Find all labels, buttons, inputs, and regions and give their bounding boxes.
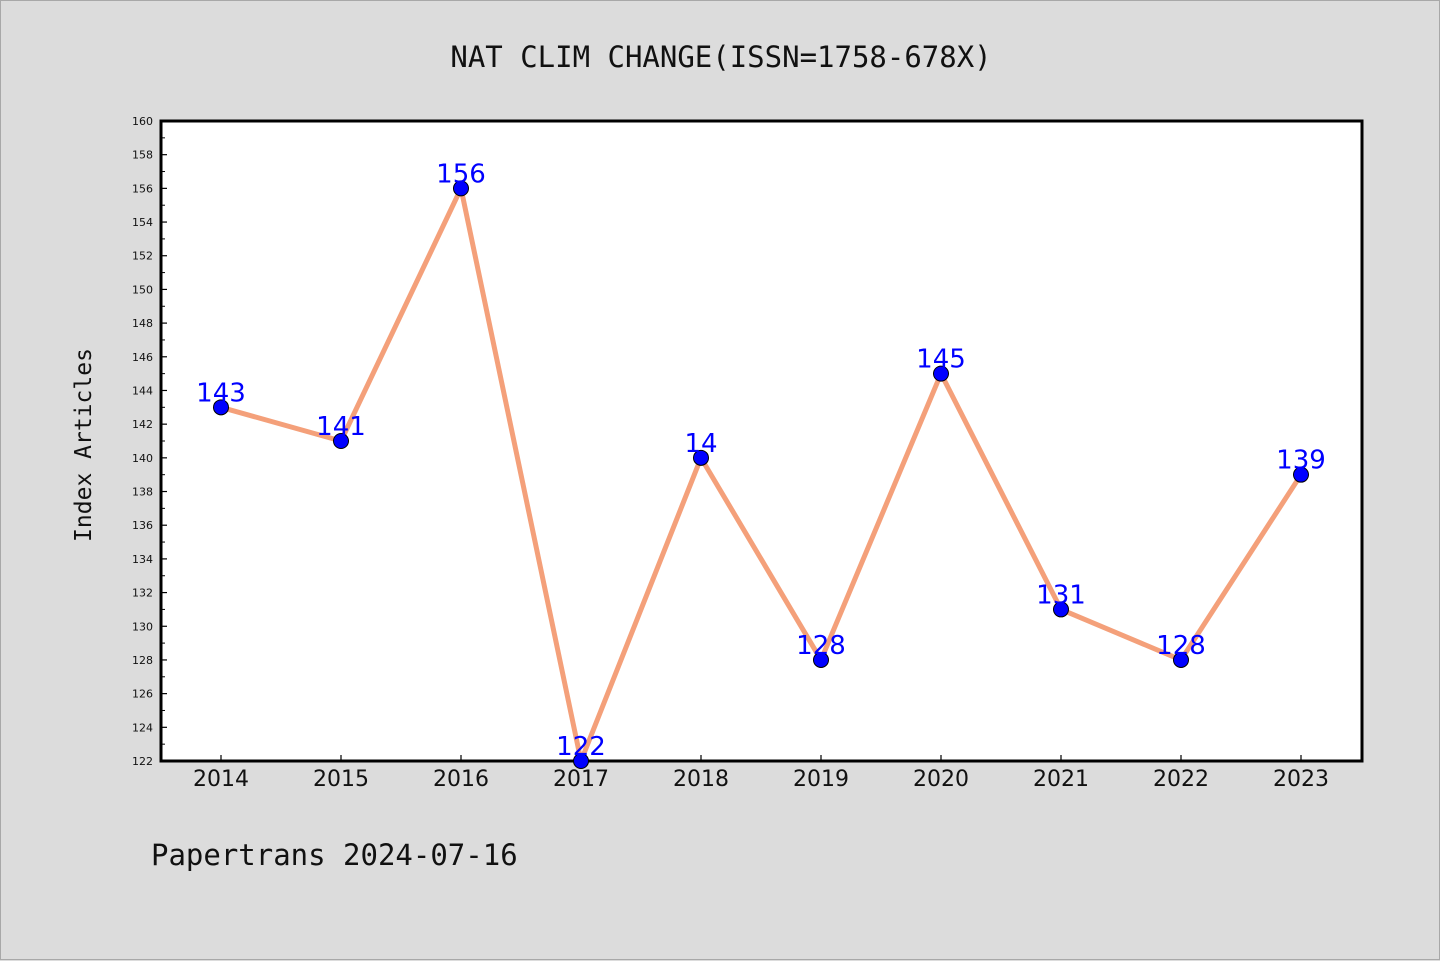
y-tick-label: 140 <box>132 452 153 465</box>
x-tick-label: 2015 <box>313 767 369 792</box>
y-tick-label: 122 <box>132 755 153 768</box>
y-axis-label: Index Articles <box>71 348 97 542</box>
x-axis: 2014 2015 2016 2017 2018 2019 2020 2021 2022 2023 <box>193 755 1329 792</box>
data-label: 143 <box>196 378 246 408</box>
data-point <box>813 651 829 668</box>
data-label: 131 <box>1036 580 1086 610</box>
y-tick-label: 142 <box>132 418 153 431</box>
data-label: 128 <box>1156 631 1206 661</box>
data-point <box>333 433 349 449</box>
data-label: 14 <box>684 429 717 459</box>
y-tick-label: 154 <box>132 216 153 229</box>
chart-title: NAT CLIM CHANGE(ISSN=1758-678X) <box>450 40 991 74</box>
data-points <box>213 180 1309 769</box>
data-point <box>1293 466 1309 483</box>
x-tick-label: 2021 <box>1033 767 1089 792</box>
y-tick-label: 148 <box>132 317 153 330</box>
x-tick-label: 2018 <box>673 767 729 792</box>
x-tick-label: 2022 <box>1153 767 1209 792</box>
data-label: 145 <box>916 345 966 375</box>
x-tick-label: 2020 <box>913 767 969 792</box>
data-labels: 143 141 156 122 14 128 145 131 128 139 <box>196 159 1326 762</box>
data-point <box>573 753 589 769</box>
y-tick-label: 126 <box>132 688 153 701</box>
y-tick-label: 150 <box>132 283 153 296</box>
data-label: 128 <box>796 631 846 661</box>
data-point <box>933 365 949 382</box>
y-tick-label: 130 <box>132 620 153 633</box>
y-tick-label: 138 <box>132 486 153 499</box>
x-tick-label: 2017 <box>553 767 609 792</box>
x-tick-label: 2014 <box>193 767 249 792</box>
y-tick-label: 128 <box>132 654 153 667</box>
footer-credit: Papertrans 2024-07-16 <box>151 838 518 872</box>
y-tick-label: 136 <box>132 519 153 532</box>
data-label: 139 <box>1276 446 1326 476</box>
series-line <box>220 185 1304 764</box>
y-tick-label: 124 <box>132 721 153 734</box>
x-tick-label: 2016 <box>433 767 489 792</box>
y-tick-label: 160 <box>132 115 153 128</box>
y-tick-label: 158 <box>132 149 153 162</box>
y-tick-label: 152 <box>132 250 153 263</box>
y-tick-label: 144 <box>132 384 153 397</box>
data-point <box>1173 651 1189 668</box>
x-tick-label: 2019 <box>793 767 849 792</box>
data-label: 122 <box>556 732 606 762</box>
data-label: 156 <box>436 159 486 189</box>
data-point <box>693 449 709 466</box>
y-tick-label: 146 <box>132 351 153 364</box>
data-point <box>213 399 229 416</box>
y-tick-label: 134 <box>132 553 153 566</box>
y-tick-label: 156 <box>132 182 153 195</box>
data-point <box>453 180 469 197</box>
y-tick-label: 132 <box>132 587 153 600</box>
data-point <box>1053 601 1069 618</box>
y-axis: 122 124 126 128 130 132 134 136 138 140 142 144 146 1… <box>132 115 167 768</box>
x-tick-label: 2023 <box>1273 767 1329 792</box>
data-label: 141 <box>316 412 366 442</box>
